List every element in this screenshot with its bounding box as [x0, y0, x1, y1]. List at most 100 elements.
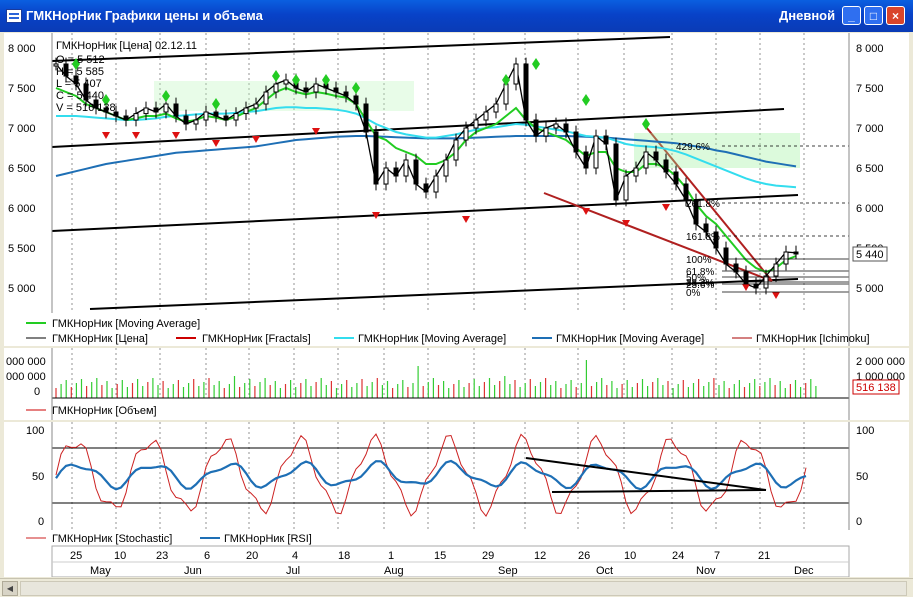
- channel-line-bottom[interactable]: [89, 278, 799, 310]
- candle-body: [163, 103, 169, 113]
- volume-ytick-left-0: 000 000: [6, 356, 46, 368]
- fib-level-label: 23.6%: [686, 280, 714, 291]
- candle-body: [733, 263, 739, 273]
- volume-panel[interactable]: 000 000 000 000 0 2 000 000 1 000 000 51…: [4, 348, 909, 420]
- candle-body: [543, 127, 549, 137]
- last-volume-box: [852, 379, 900, 395]
- window-titlebar: ГМКНорНик Графики цены и объема Дневной …: [0, 0, 913, 32]
- fib-level-label: 38.2%: [686, 278, 714, 289]
- candle-body: [173, 103, 179, 117]
- date-month-label: Dec: [794, 565, 814, 577]
- osc-ytick-right-100: 100: [856, 425, 874, 437]
- fractal-up-marker: [272, 70, 280, 82]
- scroll-left-icon[interactable]: ◀: [2, 581, 18, 596]
- channel-line-top[interactable]: [51, 36, 671, 62]
- fractal-up-marker: [212, 98, 220, 110]
- candle-body: [503, 83, 509, 105]
- candle-body: [373, 131, 379, 185]
- candle-body: [333, 87, 339, 93]
- price-panel[interactable]: 429.6% 261.8% 161.8% 100% 61.8% 50% 38.2% 23.6%…: [4, 33, 909, 346]
- date-month-label: May: [90, 565, 111, 577]
- oscillator-chart[interactable]: 100 50 0 100 50 0 ГМКНорНик [Stochastic]…: [4, 422, 909, 578]
- candle-body: [583, 151, 589, 169]
- date-day-label: 1: [388, 550, 394, 562]
- date-month-label: Sep: [498, 565, 518, 577]
- minimize-button[interactable]: _: [842, 6, 861, 25]
- candle-body: [523, 63, 529, 121]
- candle-body: [343, 91, 349, 97]
- candle-body: [563, 123, 569, 133]
- date-month-label: Jun: [184, 565, 202, 577]
- volume-ytick-right-0: 2 000 000: [856, 356, 905, 368]
- candle-body: [273, 83, 279, 93]
- candle-body: [213, 111, 219, 117]
- fractal-down-marker: [172, 132, 180, 139]
- volume-value: V = 516 138: [56, 102, 116, 114]
- fractal-down-marker: [622, 220, 630, 227]
- candle-body: [53, 63, 59, 67]
- legend-ma-mid[interactable]: ГМКНорНик [Moving Average]: [358, 333, 506, 345]
- timeframe-label[interactable]: Дневной: [779, 8, 836, 23]
- fractal-down-marker: [252, 136, 260, 143]
- candle-body: [433, 175, 439, 193]
- legend-ichimoku[interactable]: ГМКНорНик [Ichimoku]: [756, 333, 870, 345]
- date-day-label: 23: [156, 550, 168, 562]
- candle-body: [633, 167, 639, 177]
- legend-stochastic[interactable]: ГМКНорНик [Stochastic]: [52, 533, 172, 545]
- price-ytick-left-6500: 6 500: [8, 163, 36, 175]
- fib-level-label: 261.8%: [686, 199, 720, 210]
- candle-body: [653, 151, 659, 161]
- date-day-label: 18: [338, 550, 350, 562]
- close-icon: ×: [891, 9, 899, 23]
- current-price-label: 5 440: [856, 249, 884, 261]
- date-month-label: Aug: [384, 565, 404, 577]
- rsi-trendline-down[interactable]: [525, 457, 767, 491]
- trend-line-steep[interactable]: [645, 126, 773, 282]
- price-ytick-left-6000: 6 000: [8, 203, 36, 215]
- rsi-line[interactable]: [55, 459, 807, 491]
- candle-body: [393, 167, 399, 177]
- candle-body: [243, 107, 249, 115]
- date-axis-labels: 25 10 23 6 20 4 18 1 15 29 12 26 10 24 7 21 May Jun Jul Aug…: [70, 550, 814, 577]
- window-title: ГМКНорНик Графики цены и объема: [26, 8, 263, 23]
- volume-chart[interactable]: 000 000 000 000 0 2 000 000 1 000 000 51…: [4, 348, 909, 420]
- close-button[interactable]: ×: [886, 6, 905, 25]
- candle-body: [143, 107, 149, 115]
- legend-rsi[interactable]: ГМКНорНик [RSI]: [224, 533, 312, 545]
- ma-mid-line[interactable]: [56, 106, 797, 189]
- channel-line-low[interactable]: [51, 194, 799, 232]
- candle-body: [353, 95, 359, 105]
- stochastic-line[interactable]: [55, 433, 807, 518]
- high-value: H = 5 585: [56, 66, 104, 78]
- open-value: O = 5 512: [56, 54, 105, 66]
- date-day-label: 10: [624, 550, 636, 562]
- legend-ma-fast[interactable]: ГМКНорНик [Moving Average]: [52, 318, 200, 330]
- maximize-icon: □: [869, 9, 878, 23]
- fractal-down-marker: [372, 212, 380, 219]
- candle-body: [573, 131, 579, 153]
- horizontal-scrollbar[interactable]: ◀: [0, 578, 913, 597]
- fractal-down-marker: [462, 216, 470, 223]
- legend-volume[interactable]: ГМКНорНик [Объем]: [52, 405, 157, 417]
- scroll-thumb[interactable]: [20, 581, 907, 596]
- low-value: L = 5 407: [56, 78, 102, 90]
- candle-body: [303, 87, 309, 93]
- candle-body: [383, 167, 389, 185]
- channel-line-mid[interactable]: [51, 108, 785, 148]
- candle-body: [83, 83, 89, 101]
- date-month-label: Oct: [596, 565, 613, 577]
- price-chart[interactable]: 429.6% 261.8% 161.8% 100%61.8%50%38.2%23.6%…: [4, 33, 909, 346]
- date-month-label: Jul: [286, 565, 300, 577]
- candle-body: [473, 119, 479, 129]
- ichimoku-cloud-1: [154, 81, 414, 111]
- legend-ma-slow[interactable]: ГМКНорНик [Moving Average]: [556, 333, 704, 345]
- rsi-trendline-flat[interactable]: [551, 489, 767, 493]
- candle-body: [713, 231, 719, 249]
- maximize-button[interactable]: □: [864, 6, 883, 25]
- candle-body: [773, 263, 779, 277]
- oscillator-panel[interactable]: 100 50 0 100 50 0 ГМКНорНик [Stochastic]…: [4, 422, 909, 578]
- legend-price[interactable]: ГМКНорНик [Цена]: [52, 333, 148, 345]
- legend-fractals[interactable]: ГМКНорНик [Fractals]: [202, 333, 311, 345]
- price-ytick-6500: 6 500: [856, 163, 884, 175]
- candle-body: [423, 183, 429, 193]
